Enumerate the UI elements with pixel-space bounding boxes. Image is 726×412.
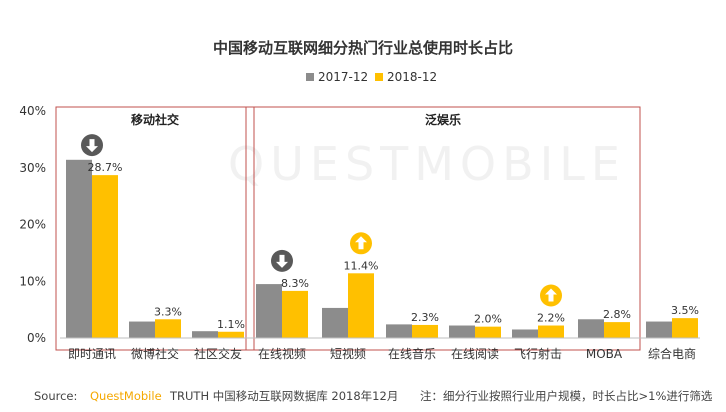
data-labels: 28.7% 3.3% 1.1% 8.3% 11.4% 2.3% 2.0% 2.2% 2.8% 3.… bbox=[88, 161, 699, 331]
x-tick-label: 即时通讯 bbox=[68, 347, 116, 361]
data-label: 2.2% bbox=[537, 312, 565, 325]
x-tick-label: 在线阅读 bbox=[451, 347, 499, 361]
data-label: 2.8% bbox=[603, 308, 631, 321]
data-label: 3.3% bbox=[154, 305, 182, 318]
legend-label-2017: 2017-12 bbox=[318, 70, 368, 84]
bar-2018-12-在线音乐 bbox=[412, 324, 438, 338]
group-title: 移动社交 bbox=[131, 112, 179, 127]
footer-note: 注：细分行业按照行业用户规模，时长占比>1%进行筛选 bbox=[420, 389, 713, 403]
bar-2018-12-即时通讯 bbox=[92, 175, 118, 338]
y-tick-label: 20% bbox=[19, 218, 46, 232]
x-tick-label: 微博社交 bbox=[131, 346, 179, 361]
down-arrow-glyph bbox=[86, 139, 98, 153]
bar-2017-12-短视频 bbox=[322, 307, 348, 338]
x-tick-label: 在线音乐 bbox=[388, 346, 436, 361]
data-label: 2.3% bbox=[411, 311, 439, 324]
data-label: 8.3% bbox=[281, 277, 309, 290]
legend-swatch-2018 bbox=[375, 73, 383, 81]
bar-2017-12-微博社交 bbox=[129, 321, 155, 338]
x-tick-label: MOBA bbox=[586, 347, 623, 361]
y-tick-label: 10% bbox=[19, 274, 46, 288]
data-label: 3.5% bbox=[671, 304, 699, 317]
y-tick-label: 0% bbox=[27, 331, 46, 345]
bar-2018-12-微博社交 bbox=[155, 319, 181, 338]
bar-2017-12-MOBA bbox=[578, 319, 604, 338]
x-tick-label: 飞行射击 bbox=[514, 346, 562, 361]
bar-2018-12-在线阅读 bbox=[475, 326, 501, 338]
legend: 2017-12 2018-12 bbox=[306, 70, 437, 84]
bar-2017-12-综合电商 bbox=[646, 321, 672, 338]
legend-swatch-2017 bbox=[306, 73, 314, 81]
bars bbox=[66, 159, 698, 338]
x-tick-label: 综合电商 bbox=[648, 346, 696, 361]
source-text: TRUTH 中国移动互联网数据库 2018年12月 bbox=[169, 389, 398, 403]
x-axis-categories: 即时通讯 微博社交 社区交友 在线视频 短视频 在线音乐 在线阅读 飞行射击 MOBA 综合电商 bbox=[68, 346, 696, 361]
x-tick-label: 在线视频 bbox=[258, 346, 306, 361]
bar-2018-12-短视频 bbox=[348, 273, 374, 338]
down-arrow-glyph bbox=[276, 254, 288, 268]
trend-arrows bbox=[81, 134, 562, 307]
source-prefix: Source: bbox=[34, 389, 77, 403]
data-label: 11.4% bbox=[344, 259, 379, 272]
y-tick-label: 30% bbox=[19, 161, 46, 175]
group-title: 泛娱乐 bbox=[425, 112, 461, 127]
group-boxes: 移动社交 泛娱乐 bbox=[55, 106, 641, 351]
watermark: QUESTMOBILE bbox=[228, 137, 626, 191]
data-label: 2.0% bbox=[474, 313, 502, 326]
up-arrow-glyph bbox=[355, 236, 367, 250]
bar-2017-12-在线阅读 bbox=[449, 325, 475, 338]
x-tick-label: 短视频 bbox=[330, 346, 366, 361]
bar-2017-12-飞行射击 bbox=[512, 329, 538, 338]
bar-2018-12-飞行射击 bbox=[538, 325, 564, 338]
legend-label-2018: 2018-12 bbox=[387, 70, 437, 84]
bar-2017-12-即时通讯 bbox=[66, 159, 92, 338]
y-axis: 0% 10% 20% 30% 40% bbox=[19, 104, 46, 345]
data-label: 1.1% bbox=[217, 318, 245, 331]
x-tick-label: 社区交友 bbox=[194, 346, 242, 361]
bar-2018-12-社区交友 bbox=[218, 331, 244, 338]
bar-2018-12-在线视频 bbox=[282, 290, 308, 338]
group-box bbox=[245, 106, 641, 351]
data-label: 28.7% bbox=[88, 161, 123, 174]
up-arrow-glyph bbox=[545, 288, 557, 302]
bar-2017-12-在线视频 bbox=[256, 284, 282, 338]
bar-2018-12-MOBA bbox=[604, 322, 630, 338]
bar-2017-12-社区交友 bbox=[192, 331, 218, 338]
y-tick-label: 40% bbox=[19, 104, 46, 118]
bar-2018-12-综合电商 bbox=[672, 318, 698, 338]
footer: Source: QuestMobile TRUTH 中国移动互联网数据库 201… bbox=[34, 389, 713, 403]
source-brand: QuestMobile bbox=[90, 389, 162, 403]
group-box bbox=[55, 106, 255, 351]
bar-2017-12-在线音乐 bbox=[386, 324, 412, 338]
chart-title: 中国移动互联网细分热门行业总使用时长占比 bbox=[213, 39, 513, 57]
